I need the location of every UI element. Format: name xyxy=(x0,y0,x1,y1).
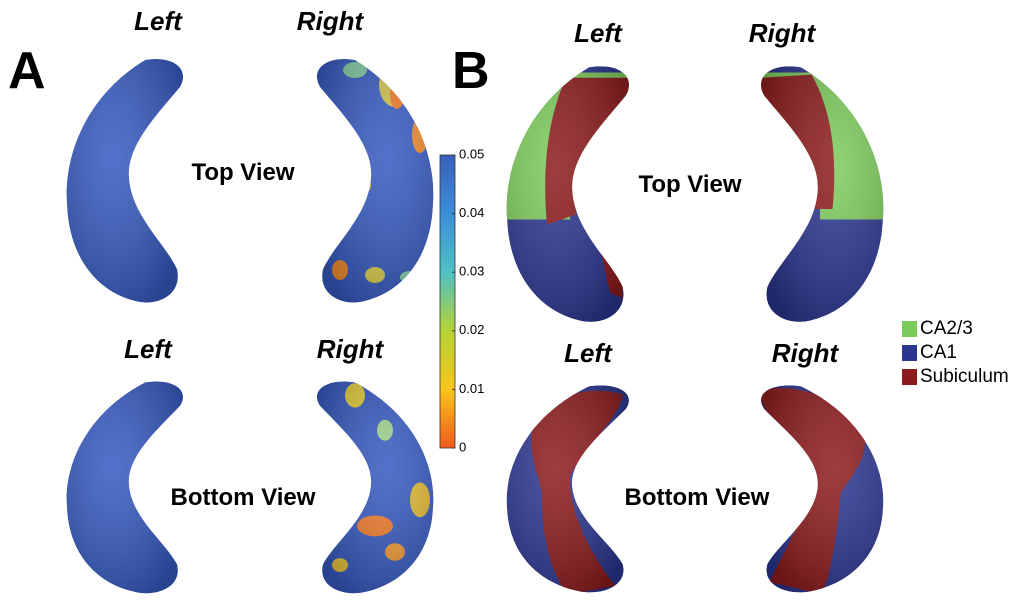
panel-label: B xyxy=(452,42,490,100)
colorbar-tick-label: 0.02 xyxy=(459,322,484,337)
side-label: Right xyxy=(772,338,840,368)
side-label: Right xyxy=(297,6,365,36)
hippocampus xyxy=(317,382,434,594)
view-label: Top View xyxy=(191,159,294,186)
colorbar-tick-label: 0.01 xyxy=(459,381,484,396)
legend-label: CA2/3 xyxy=(920,318,973,339)
legend-swatch xyxy=(902,369,917,385)
hippocampus xyxy=(67,59,184,302)
view-label: Top View xyxy=(638,171,741,198)
side-label: Right xyxy=(749,18,817,48)
side-label: Left xyxy=(124,334,173,364)
side-label: Left xyxy=(564,338,613,368)
view-label: Bottom View xyxy=(625,484,770,511)
colorbar-scale xyxy=(440,155,455,448)
side-label: Left xyxy=(574,18,623,48)
colorbar-tick-label: 0 xyxy=(459,439,466,454)
side-label: Left xyxy=(134,6,183,36)
legend-swatch xyxy=(902,345,917,361)
hippocampus xyxy=(507,385,629,594)
hippocampus xyxy=(67,382,184,594)
legend-swatch xyxy=(902,321,917,337)
side-label: Right xyxy=(317,334,385,364)
hippocampus xyxy=(317,59,434,302)
legend-label: Subiculum xyxy=(920,366,1009,387)
figure: A Left Right Top View Left Right Bottom … xyxy=(0,0,1029,606)
legend-label: CA1 xyxy=(920,342,957,363)
view-label: Bottom View xyxy=(171,484,316,511)
colorbar-tick-label: 0.03 xyxy=(459,264,484,279)
colorbar-tick-label: 0.05 xyxy=(459,146,484,161)
hippocampus xyxy=(495,66,642,322)
panel-label: A xyxy=(8,42,46,100)
hippocampus xyxy=(759,385,883,594)
colorbar: 0 0.01 0.02 0.03 0.04 0.05 xyxy=(440,146,484,454)
hippocampus xyxy=(749,66,896,322)
colorbar-tick-label: 0.04 xyxy=(459,205,484,220)
legend: CA2/3 CA1 Subiculum xyxy=(902,318,1009,387)
